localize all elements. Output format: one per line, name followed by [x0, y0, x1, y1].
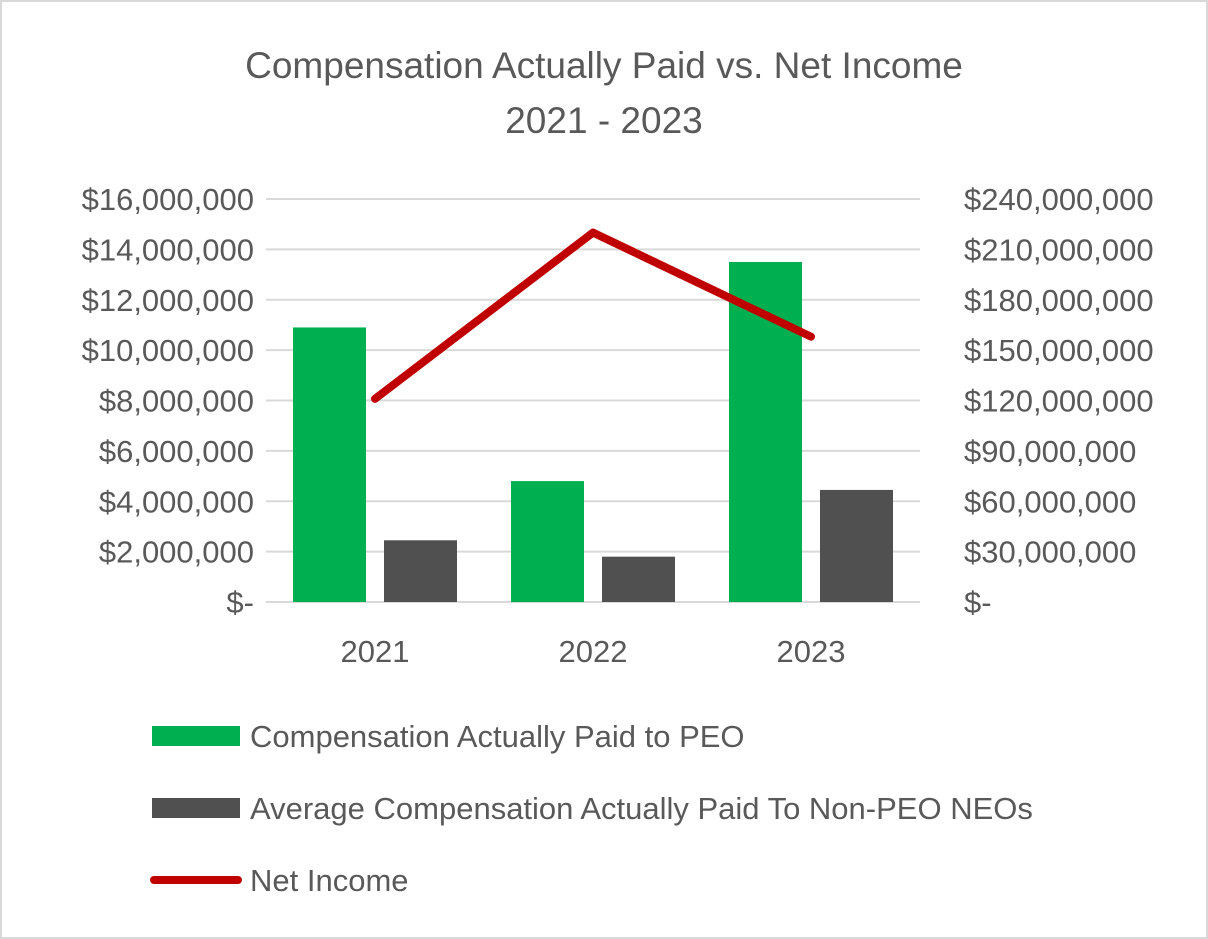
left-tick-label: $16,000,000 — [82, 182, 254, 217]
x-tick-label: 2022 — [559, 634, 628, 669]
bar-non-peo-2023 — [820, 489, 893, 602]
right-tick-label: $180,000,000 — [964, 283, 1154, 318]
right-axis: $- $30,000,000 $60,000,000 $90,000,000 $120,… — [964, 182, 1154, 620]
left-tick-label: $8,000,000 — [99, 384, 254, 419]
bars — [293, 261, 893, 602]
chart-title: Compensation Actually Paid vs. Net Incom… — [245, 45, 963, 86]
legend: Compensation Actually Paid to PEO Average… — [150, 719, 1033, 898]
right-tick-label: $60,000,000 — [964, 484, 1136, 519]
left-tick-label: $2,000,000 — [99, 535, 254, 570]
x-tick-label: 2023 — [777, 634, 846, 669]
left-tick-label: $12,000,000 — [82, 283, 254, 318]
legend-swatch — [152, 798, 240, 818]
left-tick-label: $10,000,000 — [82, 333, 254, 368]
legend-label: Average Compensation Actually Paid To No… — [250, 791, 1033, 826]
bar-non-peo-2022 — [602, 556, 675, 602]
left-tick-label: $14,000,000 — [82, 232, 254, 267]
legend-label: Net Income — [250, 863, 409, 898]
left-axis: $- $2,000,000 $4,000,000 $6,000,000 $8,000,0… — [82, 182, 254, 620]
right-tick-label: $240,000,000 — [964, 182, 1154, 217]
legend-swatch — [152, 726, 240, 746]
left-tick-label: $- — [226, 585, 254, 620]
right-tick-label: $120,000,000 — [964, 384, 1154, 419]
right-tick-label: $150,000,000 — [964, 333, 1154, 368]
bar-peo-2022 — [511, 481, 584, 602]
chart-subtitle: 2021 - 2023 — [505, 100, 703, 141]
legend-label: Compensation Actually Paid to PEO — [250, 719, 745, 754]
right-tick-label: $30,000,000 — [964, 535, 1136, 570]
x-tick-label: 2021 — [341, 634, 410, 669]
left-tick-label: $4,000,000 — [99, 484, 254, 519]
right-tick-label: $90,000,000 — [964, 434, 1136, 469]
left-tick-label: $6,000,000 — [99, 434, 254, 469]
right-tick-label: $210,000,000 — [964, 232, 1154, 267]
x-axis: 2021 2022 2023 — [341, 634, 846, 669]
bar-peo-2021 — [293, 327, 366, 602]
net-income-line — [371, 228, 815, 403]
bar-non-peo-2021 — [384, 540, 457, 602]
right-tick-label: $- — [964, 585, 992, 620]
net-income-series-line — [371, 228, 815, 403]
